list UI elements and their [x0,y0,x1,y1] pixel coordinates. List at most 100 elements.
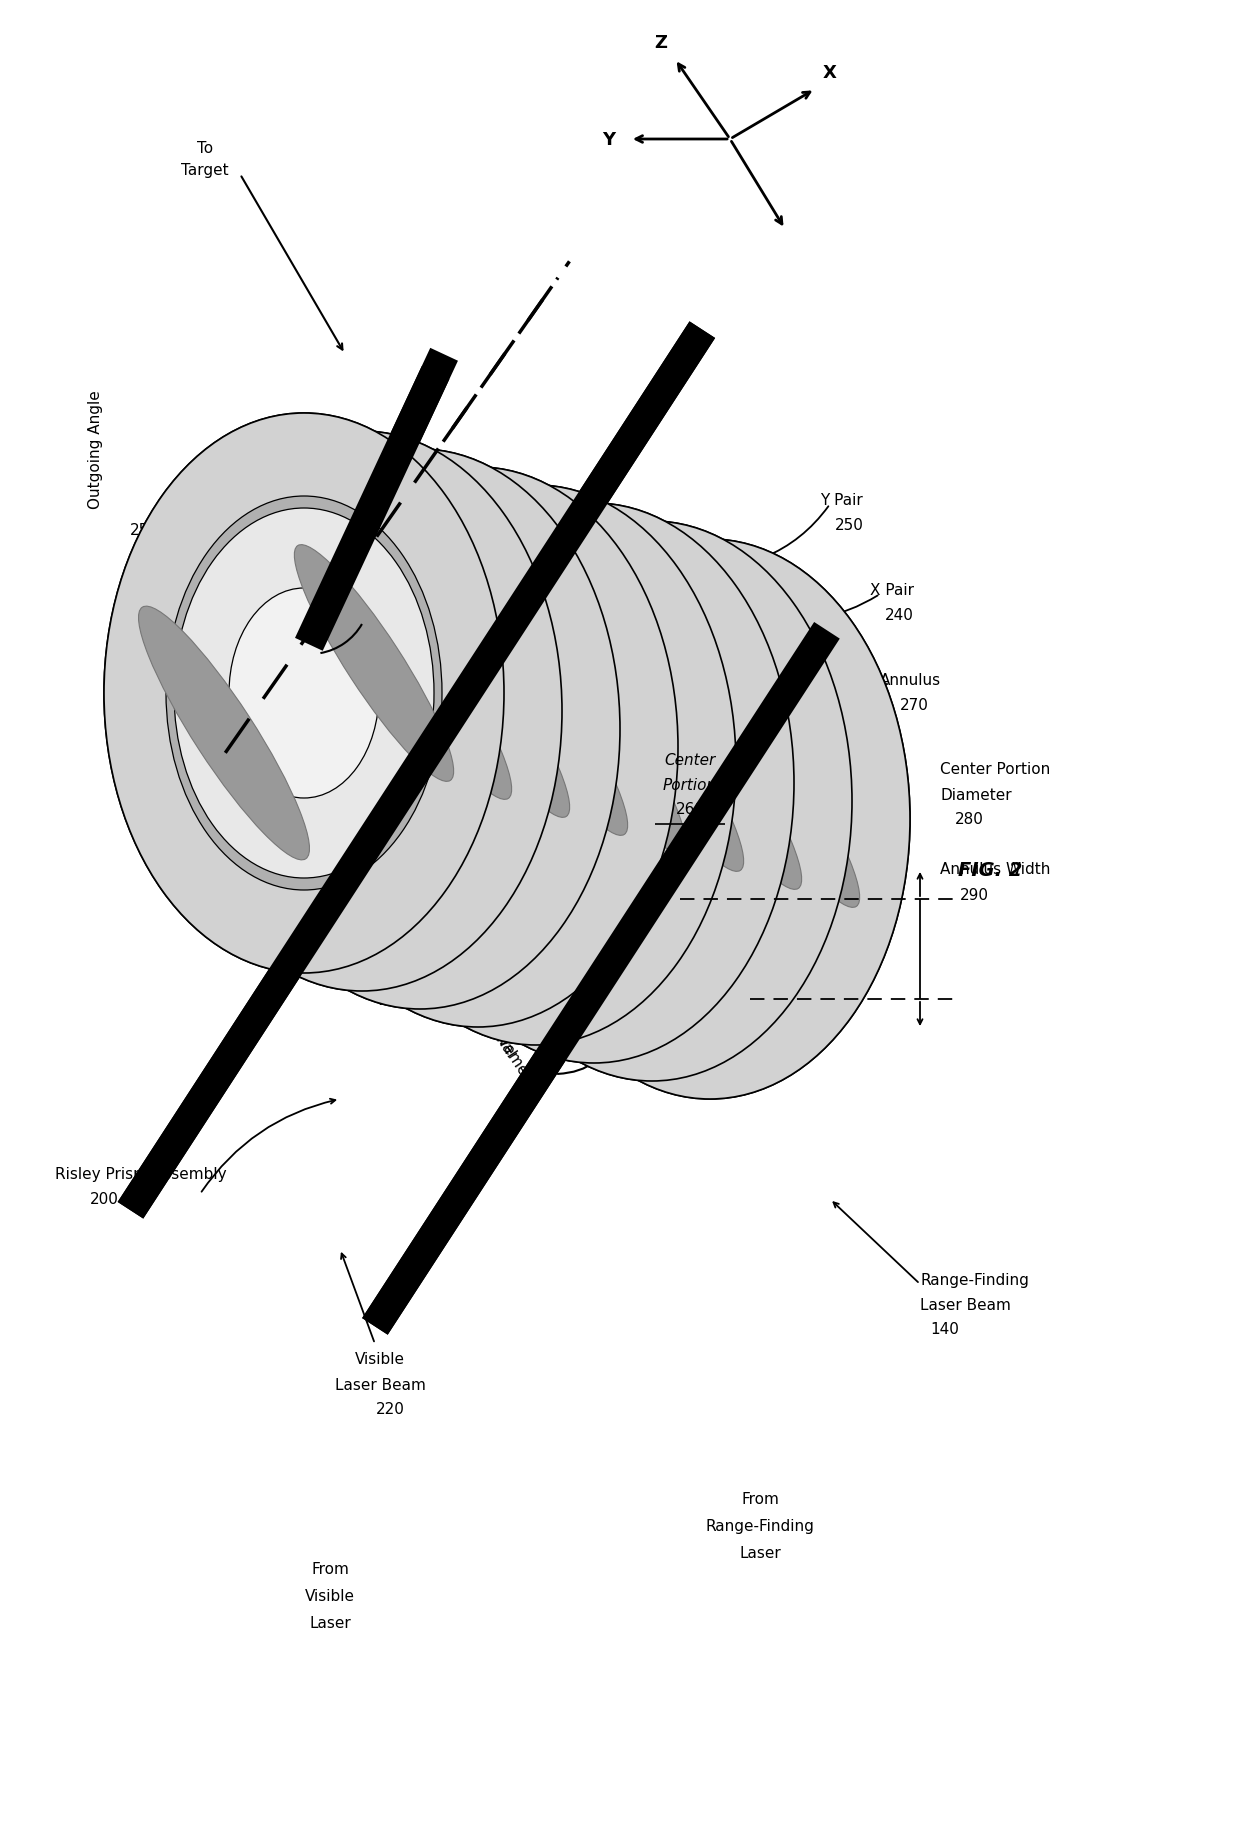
Ellipse shape [461,661,611,870]
Text: 200: 200 [91,1193,119,1207]
Ellipse shape [572,623,848,1017]
Ellipse shape [526,617,686,854]
Text: Risley Prisms: Risley Prisms [170,881,272,898]
Text: Diameter: Diameter [940,788,1012,802]
Ellipse shape [290,544,551,914]
Ellipse shape [196,625,367,878]
Text: Laser: Laser [739,1546,781,1561]
Ellipse shape [394,504,794,1063]
Ellipse shape [577,696,727,907]
Ellipse shape [254,643,425,896]
Ellipse shape [520,678,670,889]
Ellipse shape [166,496,441,890]
Ellipse shape [580,634,839,1004]
Ellipse shape [394,504,794,1063]
Ellipse shape [162,432,562,991]
Ellipse shape [461,661,611,870]
Ellipse shape [522,617,782,986]
Ellipse shape [345,625,495,835]
Text: X: X [823,64,837,82]
Text: Visible: Visible [305,1588,355,1603]
Ellipse shape [515,605,790,998]
Text: To: To [197,141,213,156]
Text: From: From [311,1561,348,1577]
Ellipse shape [294,546,454,782]
Text: Z: Z [655,35,667,51]
Text: FIG. 2: FIG. 2 [957,859,1022,879]
Text: X Pair: X Pair [870,583,914,597]
Text: Center: Center [665,753,715,768]
Ellipse shape [410,581,569,817]
Text: Range-Finding: Range-Finding [706,1519,815,1533]
Ellipse shape [278,467,678,1028]
Ellipse shape [515,605,790,998]
Text: 140: 140 [930,1321,959,1337]
Text: Target: Target [181,163,229,178]
Ellipse shape [642,654,802,890]
Ellipse shape [398,568,675,962]
Text: Portion: Portion [663,777,717,791]
Text: Annulus Width: Annulus Width [940,863,1050,878]
Ellipse shape [456,586,732,980]
Text: Laser Beam: Laser Beam [335,1378,425,1392]
Ellipse shape [229,588,379,799]
Ellipse shape [371,680,542,932]
Ellipse shape [510,540,910,1099]
Ellipse shape [174,509,434,879]
Ellipse shape [572,623,848,1017]
Text: Y Pair: Y Pair [820,493,863,507]
Ellipse shape [398,568,675,962]
Ellipse shape [224,515,500,909]
Text: 280: 280 [955,812,983,826]
Ellipse shape [312,661,484,914]
Ellipse shape [104,414,503,973]
Text: 250: 250 [835,517,864,533]
Ellipse shape [286,606,436,817]
Text: Annulus: Annulus [880,672,941,687]
Text: From: From [742,1491,779,1506]
Ellipse shape [464,599,724,969]
Text: Laser: Laser [309,1616,351,1630]
Ellipse shape [229,588,379,799]
Ellipse shape [336,485,737,1046]
Text: 270: 270 [900,698,929,713]
Ellipse shape [281,533,558,927]
Text: Outgoing Angle: Outgoing Angle [88,390,103,509]
Ellipse shape [464,599,724,969]
Text: 255: 255 [130,522,159,537]
Text: Risley Prism Assembly: Risley Prism Assembly [55,1167,227,1182]
Ellipse shape [162,432,562,991]
Ellipse shape [345,625,495,835]
Ellipse shape [453,522,852,1081]
Ellipse shape [278,467,678,1028]
Ellipse shape [139,606,310,861]
Text: 220: 220 [376,1401,404,1416]
Ellipse shape [584,636,744,872]
Ellipse shape [580,634,839,1004]
Text: Rotational: Rotational [463,987,517,1061]
Ellipse shape [701,671,859,909]
Ellipse shape [340,551,616,945]
Ellipse shape [469,599,627,835]
Text: 240: 240 [885,606,914,623]
Ellipse shape [453,522,852,1081]
Text: 260: 260 [676,802,704,817]
Text: Visible: Visible [355,1352,405,1367]
Ellipse shape [352,562,512,801]
Ellipse shape [219,449,620,1009]
Ellipse shape [348,562,608,932]
Ellipse shape [166,496,441,890]
Ellipse shape [405,581,666,951]
Ellipse shape [522,617,782,986]
Ellipse shape [281,533,558,927]
Text: 230: 230 [195,907,224,921]
Ellipse shape [336,485,737,1046]
Text: Movement: Movement [481,1017,538,1092]
Ellipse shape [635,714,785,925]
Ellipse shape [520,678,670,889]
Text: 290: 290 [960,887,990,901]
Ellipse shape [635,714,785,925]
Ellipse shape [174,509,434,879]
Ellipse shape [348,562,608,932]
Ellipse shape [104,414,503,973]
